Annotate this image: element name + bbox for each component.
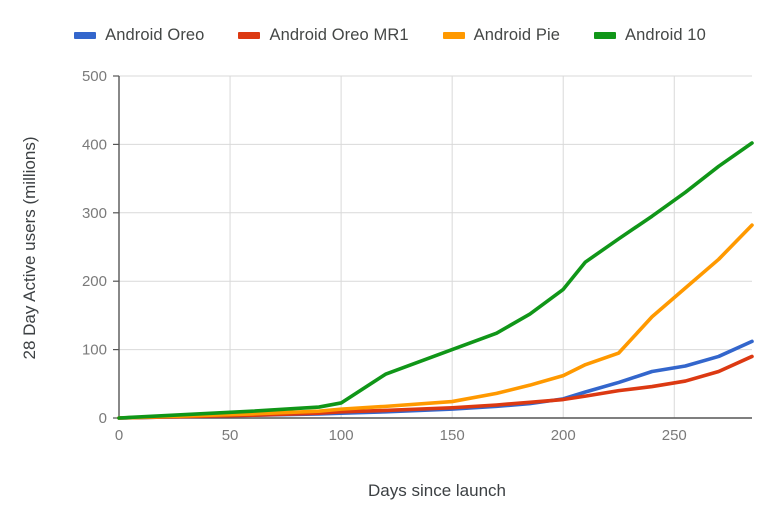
- x-tick-label-200: 200: [551, 427, 576, 444]
- y-tick-label-200: 200: [82, 273, 107, 290]
- legend-item-2[interactable]: Android Pie: [442, 26, 561, 45]
- x-tick-label-100: 100: [329, 427, 354, 444]
- legend-item-label: Android Pie: [473, 26, 561, 44]
- data-series-group: [117, 141, 754, 420]
- axis-lines-group: [113, 75, 752, 419]
- series-line-1: [117, 354, 754, 420]
- x-tick-label-150: 150: [440, 427, 465, 444]
- series-line-2: [117, 223, 754, 420]
- line-swatch-icon: [238, 32, 261, 39]
- x-tick-label-0: 0: [115, 427, 123, 444]
- gridlines-group: [119, 75, 752, 418]
- y-axis-title: 28 Day Active users (millions): [20, 137, 39, 360]
- x-tick-label-250: 250: [662, 427, 687, 444]
- x-axis-tick-labels: 0 50 100 150 200 250: [115, 427, 687, 444]
- chart-legend: Android Oreo Android Oreo MR1 Android Pie A…: [0, 26, 780, 45]
- x-tick-label-50: 50: [222, 427, 239, 444]
- y-axis-tick-labels: 0 100 200 300 400 500: [82, 68, 107, 427]
- line-swatch-icon: [594, 32, 617, 39]
- y-tick-label-100: 100: [82, 342, 107, 359]
- y-tick-label-400: 400: [82, 136, 107, 153]
- y-tick-label-500: 500: [82, 68, 107, 85]
- line-swatch-icon: [442, 32, 465, 39]
- legend-item-label: Android Oreo: [105, 26, 205, 44]
- legend-item-0[interactable]: Android Oreo: [74, 26, 204, 45]
- series-line-3: [117, 141, 754, 420]
- legend-item-label: Android Oreo MR1: [269, 26, 409, 44]
- series-line-0: [117, 339, 754, 420]
- legend-item-label: Android 10: [625, 26, 706, 44]
- x-axis-title: Days since launch: [368, 481, 506, 500]
- legend-item-3[interactable]: Android 10: [594, 26, 706, 45]
- y-tick-label-0: 0: [99, 410, 107, 427]
- legend-item-1[interactable]: Android Oreo MR1: [238, 26, 409, 45]
- y-tick-label-300: 300: [82, 205, 107, 222]
- line-swatch-icon: [74, 32, 97, 39]
